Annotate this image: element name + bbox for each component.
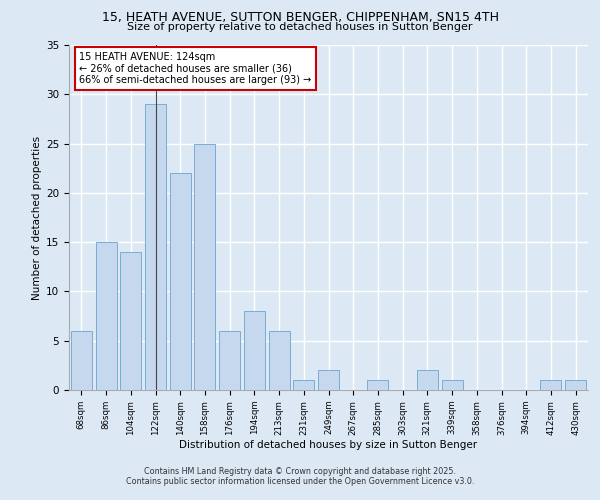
Bar <box>293 380 314 390</box>
Text: Contains public sector information licensed under the Open Government Licence v3: Contains public sector information licen… <box>126 477 474 486</box>
Bar <box>120 252 141 390</box>
Bar <box>244 311 265 390</box>
Text: Contains HM Land Registry data © Crown copyright and database right 2025.: Contains HM Land Registry data © Crown c… <box>144 467 456 476</box>
Bar <box>417 370 438 390</box>
Bar <box>442 380 463 390</box>
Text: 15, HEATH AVENUE, SUTTON BENGER, CHIPPENHAM, SN15 4TH: 15, HEATH AVENUE, SUTTON BENGER, CHIPPEN… <box>101 11 499 24</box>
Text: Size of property relative to detached houses in Sutton Benger: Size of property relative to detached ho… <box>127 22 473 32</box>
Bar <box>565 380 586 390</box>
Bar <box>269 331 290 390</box>
Bar <box>170 173 191 390</box>
Bar <box>71 331 92 390</box>
Bar <box>219 331 240 390</box>
Bar <box>318 370 339 390</box>
X-axis label: Distribution of detached houses by size in Sutton Benger: Distribution of detached houses by size … <box>179 440 478 450</box>
Bar <box>541 380 562 390</box>
Bar <box>194 144 215 390</box>
Text: 15 HEATH AVENUE: 124sqm
← 26% of detached houses are smaller (36)
66% of semi-de: 15 HEATH AVENUE: 124sqm ← 26% of detache… <box>79 52 311 85</box>
Bar <box>95 242 116 390</box>
Bar <box>145 104 166 390</box>
Y-axis label: Number of detached properties: Number of detached properties <box>32 136 42 300</box>
Bar <box>367 380 388 390</box>
